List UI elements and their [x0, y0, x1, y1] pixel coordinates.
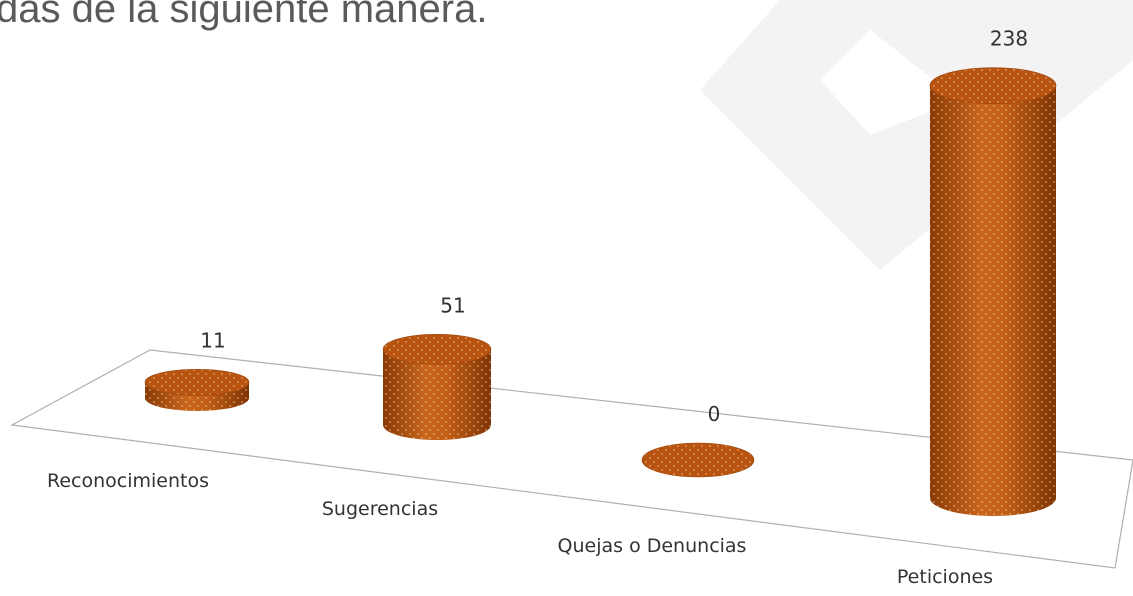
x-tick-label: Peticiones — [897, 566, 993, 588]
data-label: 0 — [708, 402, 721, 426]
data-label: 11 — [200, 328, 225, 352]
bar-top-texture — [641, 442, 755, 478]
x-tick-label: Reconocimientos — [47, 470, 209, 492]
floor — [10, 349, 1133, 569]
plot: 11 Reconocimientos 51 Sugerencias 0 Quejas o … — [47, 27, 1057, 588]
bar-texture — [383, 349, 491, 440]
bar-top-texture — [382, 333, 492, 365]
x-tick-label: Sugerencias — [322, 498, 438, 520]
data-label: 51 — [440, 293, 465, 317]
bar-top-texture — [144, 368, 250, 396]
bar-top-texture — [929, 67, 1057, 104]
watermark — [700, 0, 1133, 270]
x-tick-label: Quejas o Denuncias — [558, 535, 747, 557]
bar-texture — [930, 85, 1056, 516]
data-label: 238 — [990, 27, 1028, 51]
title: das de la siguiente manera. — [0, 0, 487, 31]
